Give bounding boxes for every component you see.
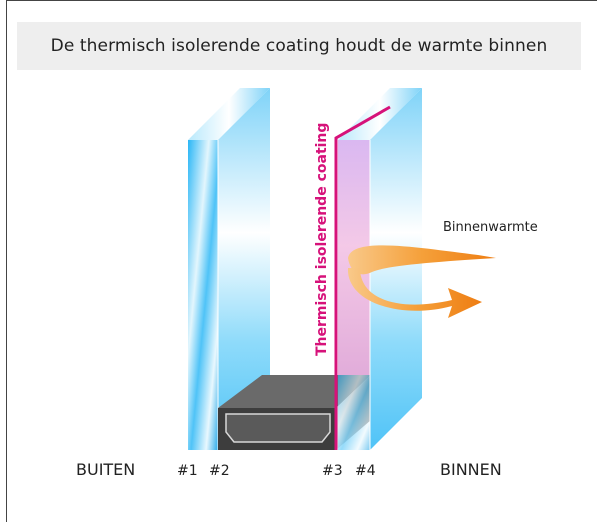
surface-label-2: #2 bbox=[209, 463, 230, 479]
surface-label-1: #1 bbox=[177, 463, 198, 479]
outer-glass-pane bbox=[188, 88, 270, 450]
heat-arrow bbox=[347, 245, 496, 318]
outside-label: BUITEN bbox=[76, 460, 135, 479]
surface-label-3: #3 bbox=[322, 463, 343, 479]
heat-label: Binnenwarmte bbox=[443, 220, 538, 235]
diagram-frame bbox=[6, 0, 597, 522]
diagram-title: De thermisch isolerende coating houdt de… bbox=[17, 22, 581, 70]
inside-label: BINNEN bbox=[440, 460, 502, 479]
inner-glass-pane bbox=[338, 88, 422, 450]
coating-line bbox=[334, 105, 391, 450]
surface-label-4: #4 bbox=[355, 463, 376, 479]
coating-label: Thermisch isolerende coating bbox=[314, 123, 330, 356]
